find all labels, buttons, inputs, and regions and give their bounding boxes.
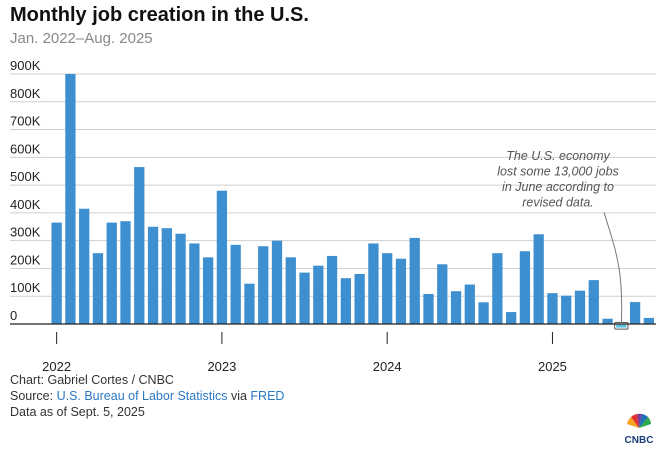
bar xyxy=(519,251,531,324)
x-tick-label: 2023 xyxy=(207,359,236,372)
bar xyxy=(464,284,475,324)
source-via: via xyxy=(227,389,251,403)
y-tick-label: 700K xyxy=(10,114,41,129)
bar xyxy=(92,253,104,324)
bar xyxy=(203,257,214,324)
cnbc-logo-text: CNBC xyxy=(625,435,654,446)
bar xyxy=(643,317,654,324)
bar xyxy=(588,280,599,324)
bar xyxy=(326,255,338,324)
bar xyxy=(79,208,90,324)
x-tick-label: 2024 xyxy=(373,359,402,372)
bar xyxy=(478,302,489,324)
bar xyxy=(368,243,379,324)
bar xyxy=(258,246,269,324)
x-tick-label: 2022 xyxy=(42,359,71,372)
bar xyxy=(120,221,131,324)
bar xyxy=(106,222,117,324)
y-tick-label: 600K xyxy=(10,141,41,156)
bar xyxy=(216,190,228,324)
chart-footer: Chart: Gabriel Cortes / CNBC Source: U.S… xyxy=(10,372,284,420)
y-tick-label: 400K xyxy=(10,197,41,212)
bar xyxy=(409,237,420,324)
bar xyxy=(175,233,186,324)
annotation-line: revised data. xyxy=(522,196,594,210)
bar xyxy=(230,244,241,324)
chart-credit: Chart: Gabriel Cortes / CNBC xyxy=(10,373,174,387)
bar xyxy=(602,318,613,324)
y-tick-label: 100K xyxy=(10,280,41,295)
annotation-line: in June according to xyxy=(502,180,614,194)
y-tick-label: 300K xyxy=(10,225,41,240)
bars xyxy=(51,74,654,330)
peacock-logo-icon xyxy=(627,413,651,428)
source-line: Source: U.S. Bureau of Labor Statistics … xyxy=(10,388,284,404)
source-bls-link[interactable]: U.S. Bureau of Labor Statistics xyxy=(56,389,228,403)
bar xyxy=(492,253,503,324)
annotation-leader-line xyxy=(603,212,623,326)
cnbc-logo: CNBC xyxy=(625,413,654,446)
chart-title: Monthly job creation in the U.S. xyxy=(10,4,309,26)
bar-highlight xyxy=(616,324,627,328)
y-tick-label: 800K xyxy=(10,86,41,101)
bar xyxy=(244,283,255,324)
bar xyxy=(313,265,324,324)
bar xyxy=(533,234,544,324)
bar xyxy=(450,291,462,324)
y-tick-label: 0 xyxy=(10,308,17,323)
bar xyxy=(354,274,365,324)
annotation-line: lost some 13,000 jobs xyxy=(497,165,619,179)
bar xyxy=(506,312,517,324)
bar xyxy=(561,295,572,324)
bar xyxy=(285,257,296,324)
bar xyxy=(189,243,200,324)
y-tick-label: 900K xyxy=(10,58,41,73)
bar xyxy=(51,222,62,324)
x-tick-label: 2025 xyxy=(538,359,567,372)
bar xyxy=(134,167,145,324)
bar xyxy=(395,258,407,324)
source-prefix: Source: xyxy=(10,389,57,403)
annotation: The U.S. economy lost some 13,000 jobsin … xyxy=(497,149,623,326)
annotation-line: The U.S. economy xyxy=(506,149,610,163)
bar xyxy=(574,290,586,324)
axes: 0 100K 200K 300K 400K 500K 600K 700K 800K 900K 202… xyxy=(10,58,656,372)
bar-chart: 0 100K 200K 300K 400K 500K 600K 700K 800K 900K 202… xyxy=(10,58,656,372)
bar xyxy=(340,278,351,324)
bar xyxy=(437,264,448,324)
bar xyxy=(147,226,159,324)
chart-subtitle: Jan. 2022–Aug. 2025 xyxy=(10,30,153,47)
source-fred-link[interactable]: FRED xyxy=(250,389,285,403)
bar xyxy=(271,240,283,324)
bar xyxy=(382,253,393,324)
bar xyxy=(161,228,172,324)
bar xyxy=(299,272,310,324)
bar xyxy=(547,293,558,324)
bar xyxy=(423,294,434,324)
bar xyxy=(65,74,76,324)
y-tick-label: 500K xyxy=(10,169,41,184)
bar xyxy=(629,302,641,324)
y-tick-label: 200K xyxy=(10,252,41,267)
data-as-of: Data as of Sept. 5, 2025 xyxy=(10,405,145,419)
